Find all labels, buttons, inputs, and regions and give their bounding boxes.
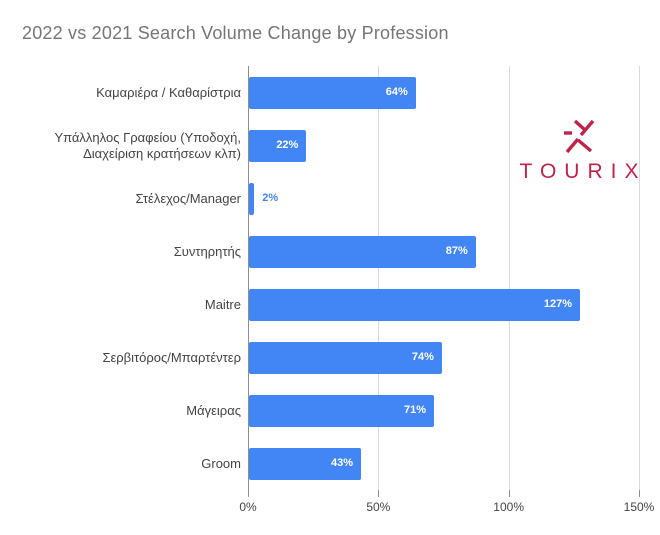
value-label: 64% (385, 86, 408, 98)
bar[interactable] (249, 235, 476, 268)
category-label: Καμαριέρα / Καθαρίστρια (96, 84, 241, 100)
bar[interactable] (249, 341, 442, 374)
gridline-100% (508, 66, 510, 490)
x-axis-label: 0% (239, 500, 257, 514)
axis-tick (639, 490, 640, 497)
bar[interactable] (249, 447, 362, 480)
x-axis-label: 100% (493, 500, 524, 514)
category-label: Υπάλληλος Γραφείου (Υποδοχή, Διαχείριση … (54, 129, 241, 161)
chart-title: 2022 vs 2021 Search Volume Change by Pro… (22, 23, 449, 43)
bar[interactable] (249, 182, 255, 215)
axis-tick (378, 490, 380, 497)
axis-baseline (248, 66, 249, 490)
x-axis-label: 50% (366, 500, 391, 514)
bar[interactable] (249, 129, 307, 162)
value-label: 2% (262, 192, 279, 204)
bar[interactable] (249, 288, 581, 321)
value-label: 22% (276, 139, 299, 151)
gridline-50% (378, 66, 380, 490)
value-label: 71% (404, 404, 427, 416)
tourix-logo: TOURIX (500, 112, 658, 187)
axis-tick (248, 490, 249, 497)
tourix-asterisk-icon (564, 119, 595, 154)
bar[interactable] (249, 394, 435, 427)
value-label: 87% (445, 245, 468, 257)
category-label: Groom (201, 455, 241, 471)
category-label: Μάγειρας (186, 402, 241, 418)
value-label: 43% (331, 457, 354, 469)
bar[interactable] (249, 76, 416, 109)
x-axis-label: 150% (623, 500, 655, 514)
category-label: Maitre (204, 296, 241, 312)
gridline-150% (639, 66, 640, 490)
category-label: Σερβιτόρος/Μπαρτέντερ (102, 349, 241, 365)
axis-tick (508, 490, 510, 497)
tourix-logo-text: TOURIX (519, 160, 647, 183)
value-label: 74% (411, 351, 434, 363)
value-label: 127% (543, 298, 573, 310)
category-label: Στέλεχος/Manager (135, 190, 241, 206)
category-label: Συντηρητής (173, 243, 241, 259)
